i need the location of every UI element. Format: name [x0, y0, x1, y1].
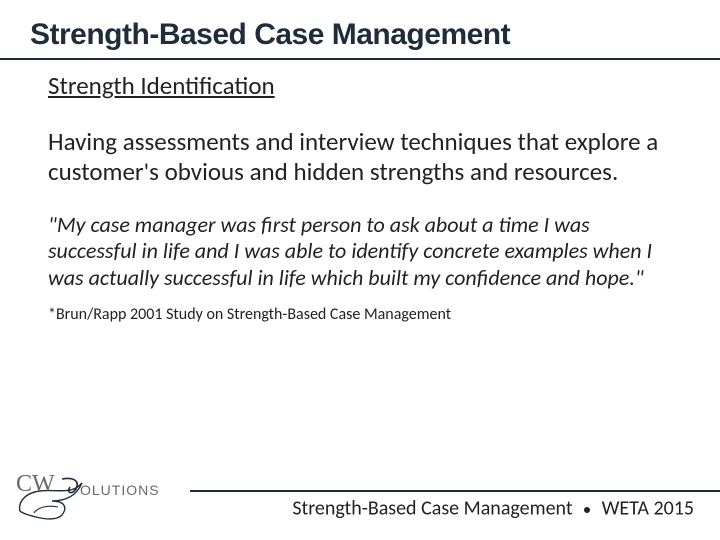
bullet-icon: [583, 496, 591, 520]
footer-right: WETA 2015: [602, 496, 694, 520]
section-subtitle: Strength Identification: [48, 70, 672, 101]
cw-solutions-logo-icon: CW OLUTIONS: [14, 467, 194, 523]
footer-divider: [190, 490, 720, 492]
citation-text: *Brun/Rapp 2001 Study on Strength-Based …: [48, 305, 672, 324]
footer-left: Strength-Based Case Management: [292, 496, 572, 520]
footer-text: Strength-Based Case Management WETA 2015: [292, 496, 694, 523]
logo: CW OLUTIONS: [14, 467, 194, 528]
logo-prefix: CW: [16, 471, 55, 497]
logo-suffix: OLUTIONS: [80, 482, 160, 498]
page-title: Strength-Based Case Management: [0, 0, 720, 58]
footer: CW OLUTIONS Strength-Based Case Manageme…: [0, 468, 720, 528]
body-paragraph: Having assessments and interview techniq…: [48, 127, 672, 186]
content-area: Strength Identification Having assessmen…: [0, 60, 720, 324]
slide: Strength-Based Case Management Strength …: [0, 0, 720, 540]
quote-text: "My case manager was first person to ask…: [48, 212, 672, 291]
